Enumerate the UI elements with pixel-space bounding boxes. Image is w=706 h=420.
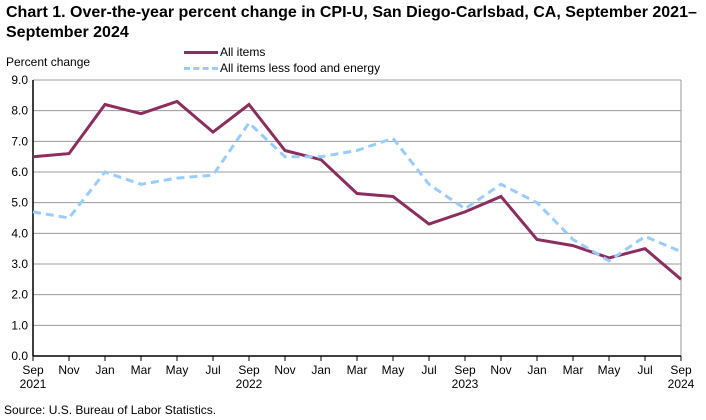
chart-title: Chart 1. Over-the-year percent change in… (6, 4, 697, 41)
y-tick-label: 6.0 (11, 165, 28, 179)
y-tick-label: 9.0 (11, 73, 28, 87)
y-tick-label: 8.0 (11, 104, 28, 118)
x-tick-label: May (382, 363, 405, 377)
y-tick-label: 2.0 (11, 288, 28, 302)
legend-label: All items less food and energy (220, 61, 381, 75)
x-tick-label: Jul (421, 363, 436, 377)
x-tick-label: May (598, 363, 621, 377)
y-tick-label: 7.0 (11, 134, 28, 148)
legend-item-all-items: All items (184, 44, 380, 60)
x-tick-label: Mar (347, 363, 368, 377)
x-tick-label: Nov (274, 363, 295, 377)
x-tick-year-label: 2022 (236, 377, 263, 391)
x-tick-label: Jul (637, 363, 652, 377)
x-tick-year-label: 2023 (452, 377, 479, 391)
x-tick-label: May (166, 363, 189, 377)
series-line-all-items (32, 99, 682, 281)
legend-item-core: All items less food and energy (184, 60, 380, 76)
x-tick-label: Sep (454, 363, 476, 377)
x-tick-label: Mar (131, 363, 152, 377)
y-tick-label: 5.0 (11, 196, 28, 210)
legend-swatch-core (184, 66, 218, 70)
x-tick-label: Jan (95, 363, 114, 377)
x-tick-label: Jan (527, 363, 546, 377)
x-tick-label: Jan (311, 363, 330, 377)
x-tick-label: Sep (238, 363, 260, 377)
legend: All items All items less food and energy (184, 44, 380, 76)
x-tick-label: Nov (58, 363, 79, 377)
x-tick-label: Mar (563, 363, 584, 377)
y-tick-label: 4.0 (11, 226, 28, 240)
x-tick-label: Sep (22, 363, 44, 377)
x-tick-label: Nov (490, 363, 511, 377)
x-tick-label: Sep (670, 363, 692, 377)
x-tick-label: Jul (205, 363, 220, 377)
y-tick-label: 0.0 (11, 349, 28, 363)
legend-label: All items (220, 45, 266, 59)
source-note: Source: U.S. Bureau of Labor Statistics. (4, 403, 217, 417)
x-tick-year-label: 2024 (668, 377, 695, 391)
y-tick-label: 3.0 (11, 257, 28, 271)
y-tick-label: 1.0 (11, 318, 28, 332)
y-axis-label: Percent change (6, 55, 91, 69)
x-tick-year-label: 2021 (20, 377, 47, 391)
legend-swatch-all-items (184, 50, 218, 54)
